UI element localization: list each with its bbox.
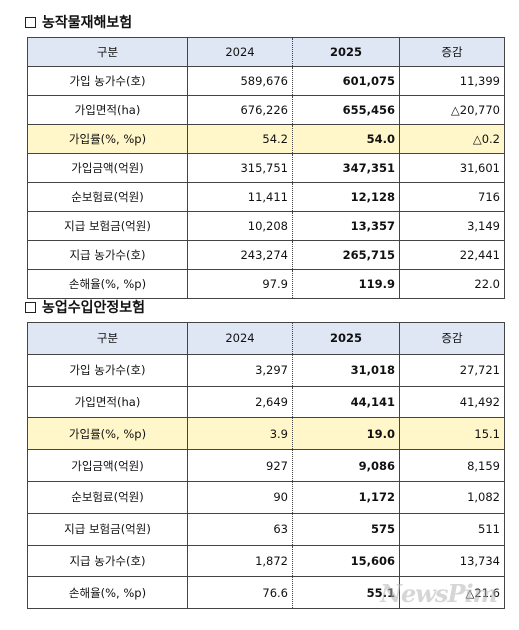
row-label: 순보험료(억원) <box>27 480 188 514</box>
income-insurance-table: 구분 2024 2025 증감 가입 농가수(호) 3,297 31,018 27,7… <box>27 322 505 610</box>
checkbox-icon <box>25 16 36 28</box>
value-2024: 3,297 <box>187 353 293 387</box>
header-change: 증감 <box>399 37 505 67</box>
header-change: 증감 <box>399 322 505 355</box>
value-2024: 927 <box>187 449 293 482</box>
value-2024: 63 <box>187 512 293 546</box>
table-row: 순보험료(억원) 90 1,172 1,082 <box>27 480 505 514</box>
row-label: 지급 농가수(호) <box>27 240 188 270</box>
table-row: 가입 농가수(호) 589,676 601,075 11,399 <box>27 66 505 96</box>
table-row: 지급 농가수(호) 243,274 265,715 22,441 <box>27 240 505 270</box>
value-2025: 9,086 <box>292 449 400 482</box>
row-label: 지급 농가수(호) <box>27 544 188 578</box>
section-title-crop-insurance: 농작물재해보험 <box>25 12 132 32</box>
value-2024: 90 <box>187 480 293 514</box>
value-2024: 54.2 <box>187 124 293 154</box>
row-label: 가입률(%, %p) <box>27 124 188 154</box>
row-label: 가입금액(억원) <box>27 153 188 183</box>
value-2025: 54.0 <box>292 124 400 154</box>
table-row: 가입면적(ha) 676,226 655,456 △20,770 <box>27 95 505 125</box>
value-2024: 1,872 <box>187 544 293 578</box>
table-row: 가입률(%, %p) 54.2 54.0 △0.2 <box>27 124 505 154</box>
value-change: 3,149 <box>399 211 505 241</box>
row-label: 가입면적(ha) <box>27 385 188 419</box>
value-2024: 10,208 <box>187 211 293 241</box>
table-header-row: 구분 2024 2025 증감 <box>27 37 505 67</box>
row-label: 가입 농가수(호) <box>27 353 188 387</box>
value-change: 41,492 <box>399 385 505 419</box>
table-row: 지급 농가수(호) 1,872 15,606 13,734 <box>27 544 505 578</box>
value-change: 15.1 <box>399 417 505 451</box>
table-row: 지급 보험금(억원) 10,208 13,357 3,149 <box>27 211 505 241</box>
table-row: 지급 보험금(억원) 63 575 511 <box>27 512 505 546</box>
value-2024: 589,676 <box>187 66 293 96</box>
row-label: 가입률(%, %p) <box>27 417 188 451</box>
value-2024: 3.9 <box>187 417 293 451</box>
table-row: 순보험료(억원) 11,411 12,128 716 <box>27 182 505 212</box>
table-row: 가입금액(억원) 927 9,086 8,159 <box>27 449 505 482</box>
value-2025: 44,141 <box>292 385 400 419</box>
table-row: 손해율(%, %p) 76.6 55.1 △21.6 <box>27 576 505 610</box>
row-label: 순보험료(억원) <box>27 182 188 212</box>
section-title-text: 농작물재해보험 <box>42 15 133 31</box>
row-label: 지급 보험금(억원) <box>27 211 188 241</box>
value-2025: 12,128 <box>292 182 400 212</box>
table-row: 가입 농가수(호) 3,297 31,018 27,721 <box>27 353 505 387</box>
checkbox-icon <box>25 301 36 313</box>
value-change: 31,601 <box>399 153 505 183</box>
table-row: 가입면적(ha) 2,649 44,141 41,492 <box>27 385 505 419</box>
header-2024: 2024 <box>187 37 293 67</box>
value-2025: 347,351 <box>292 153 400 183</box>
header-2025: 2025 <box>292 37 400 67</box>
row-label: 손해율(%, %p) <box>27 269 188 299</box>
value-change: △0.2 <box>399 124 505 154</box>
value-2025: 15,606 <box>292 544 400 578</box>
value-change: 13,734 <box>399 544 505 578</box>
row-label: 지급 보험금(억원) <box>27 512 188 546</box>
row-label: 손해율(%, %p) <box>27 576 188 610</box>
value-2024: 97.9 <box>187 269 293 299</box>
section-title-income-insurance: 농업수입안정보험 <box>25 297 145 317</box>
header-2025: 2025 <box>292 322 400 355</box>
section-title-text: 농업수입안정보험 <box>42 300 146 316</box>
value-2025: 655,456 <box>292 95 400 125</box>
value-2025: 119.9 <box>292 269 400 299</box>
value-2025: 265,715 <box>292 240 400 270</box>
header-2024: 2024 <box>187 322 293 355</box>
row-label: 가입면적(ha) <box>27 95 188 125</box>
value-2025: 13,357 <box>292 211 400 241</box>
value-change: △20,770 <box>399 95 505 125</box>
crop-insurance-table: 구분 2024 2025 증감 가입 농가수(호) 589,676 601,075 1… <box>27 37 505 299</box>
header-category: 구분 <box>27 322 188 355</box>
value-2024: 315,751 <box>187 153 293 183</box>
table-row: 가입률(%, %p) 3.9 19.0 15.1 <box>27 417 505 451</box>
value-change: 716 <box>399 182 505 212</box>
value-change: △21.6 <box>399 576 505 610</box>
value-2024: 243,274 <box>187 240 293 270</box>
table-row: 가입금액(억원) 315,751 347,351 31,601 <box>27 153 505 183</box>
value-change: 22,441 <box>399 240 505 270</box>
value-change: 27,721 <box>399 353 505 387</box>
table-row: 손해율(%, %p) 97.9 119.9 22.0 <box>27 269 505 299</box>
table-header-row: 구분 2024 2025 증감 <box>27 322 505 355</box>
value-change: 11,399 <box>399 66 505 96</box>
value-2025: 31,018 <box>292 353 400 387</box>
value-change: 511 <box>399 512 505 546</box>
value-2025: 19.0 <box>292 417 400 451</box>
value-2024: 11,411 <box>187 182 293 212</box>
row-label: 가입 농가수(호) <box>27 66 188 96</box>
value-change: 1,082 <box>399 480 505 514</box>
value-2025: 1,172 <box>292 480 400 514</box>
value-2024: 2,649 <box>187 385 293 419</box>
watermark-logo: NewsPim <box>380 579 498 608</box>
header-category: 구분 <box>27 37 188 67</box>
value-2024: 676,226 <box>187 95 293 125</box>
value-2024: 76.6 <box>187 576 293 610</box>
value-2025: 575 <box>292 512 400 546</box>
value-change: 22.0 <box>399 269 505 299</box>
value-change: 8,159 <box>399 449 505 482</box>
row-label: 가입금액(억원) <box>27 449 188 482</box>
value-2025: 601,075 <box>292 66 400 96</box>
